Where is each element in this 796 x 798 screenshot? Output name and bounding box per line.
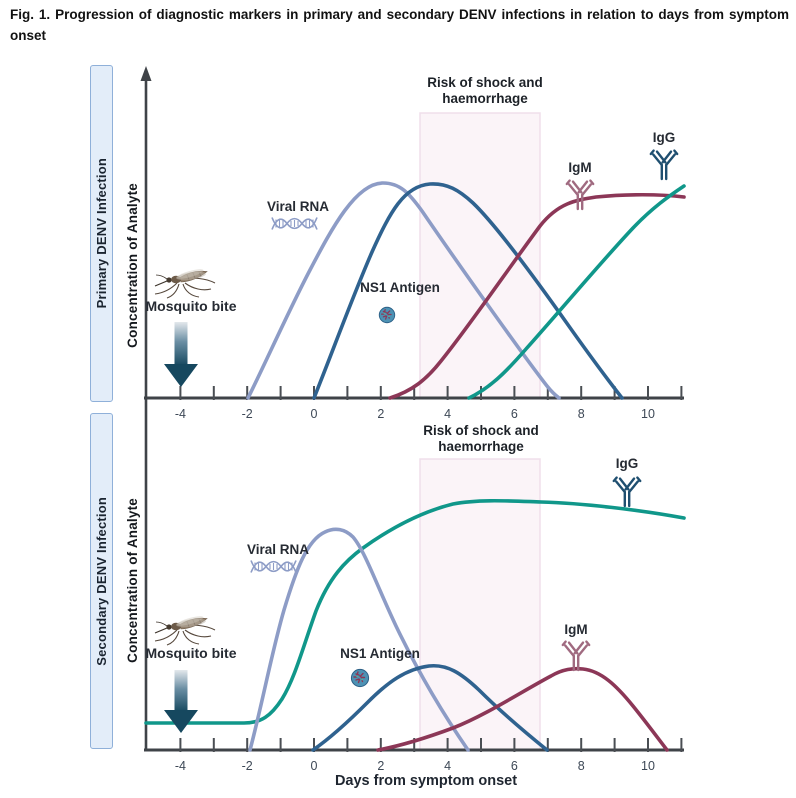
x-tick-label: -2 — [241, 407, 253, 421]
x-tick-labels-secondary: -4 -2 0 2 4 6 8 10 — [0, 759, 796, 775]
risk-label-primary: Risk of shock and haemorrhage — [427, 75, 543, 106]
panel-label-primary-text: Primary DENV Infection — [94, 158, 109, 309]
figure-title: Fig. 1. Progression of diagnostic marker… — [10, 7, 789, 43]
x-tick-label: 4 — [444, 407, 452, 421]
mosquito-bite-arrow-secondary — [164, 670, 198, 733]
dna-helix-icon-secondary — [250, 559, 297, 574]
curve-ns1-primary — [312, 182, 624, 400]
mosquito-icon-primary — [154, 266, 216, 299]
igm-antibody-icon-secondary — [561, 640, 591, 672]
curve-ns1-secondary — [311, 663, 549, 752]
x-tick-label: 6 — [510, 407, 518, 421]
x-tick-label: 0 — [310, 759, 318, 773]
ns1-label-primary: NS1 Antigen — [360, 280, 440, 295]
x-tick-label: -4 — [174, 407, 186, 421]
x-tick-label: 10 — [641, 759, 655, 773]
y-axis-label-primary: Concentration of Analyte — [120, 140, 144, 390]
igg-antibody-icon-primary — [649, 149, 679, 181]
igm-label-primary: IgM — [568, 160, 592, 175]
x-tick-label: 8 — [577, 407, 585, 421]
x-tick-labels-primary: -4 -2 0 2 4 6 8 10 — [0, 407, 796, 423]
x-tick-label: 6 — [510, 759, 518, 773]
igg-label-primary: IgG — [652, 130, 676, 145]
igm-antibody-icon-primary — [565, 179, 595, 211]
risk-label-secondary: Risk of shock and haemorrhage — [423, 423, 539, 454]
x-tick-label: 2 — [377, 407, 385, 421]
panel-label-secondary-text: Secondary DENV Infection — [94, 496, 109, 666]
virus-particle-icon-secondary — [350, 668, 370, 688]
panel-label-secondary: Secondary DENV Infection — [90, 413, 113, 749]
curve-igm-secondary — [376, 666, 669, 752]
x-tick-label: 4 — [444, 759, 452, 773]
curve-viral-rna-primary — [246, 181, 561, 400]
curve-igg-secondary — [144, 498, 686, 725]
x-tick-label: 0 — [310, 407, 318, 421]
ns1-label-secondary: NS1 Antigen — [340, 646, 420, 661]
mosquito-bite-label-secondary: Mosquito bite — [145, 645, 237, 661]
mosquito-bite-label-primary: Mosquito bite — [145, 298, 237, 314]
curve-igg-primary — [467, 184, 686, 400]
y-axis-label-secondary-text: Concentration of Analyte — [124, 497, 140, 663]
curve-viral-rna-secondary — [248, 527, 470, 752]
x-tick-label: -2 — [241, 759, 253, 773]
dna-helix-icon-primary — [271, 216, 318, 231]
virus-particle-icon-primary — [378, 306, 396, 324]
x-tick-label: 8 — [577, 759, 585, 773]
curve-igm-primary — [388, 192, 686, 400]
panel-label-primary: Primary DENV Infection — [90, 65, 113, 402]
x-tick-label: 2 — [377, 759, 385, 773]
mosquito-icon-secondary — [154, 613, 216, 646]
y-axis-label-primary-text: Concentration of Analyte — [124, 182, 140, 348]
y-axis-arrowhead-icon — [140, 66, 152, 81]
viral-rna-label-secondary: Viral RNA — [246, 542, 310, 557]
x-tick-label: 10 — [641, 407, 655, 421]
x-axis-title: Days from symptom onset — [334, 773, 518, 789]
igg-label-secondary: IgG — [615, 456, 639, 471]
igm-label-secondary: IgM — [564, 622, 588, 637]
viral-rna-label-primary: Viral RNA — [266, 199, 330, 214]
mosquito-bite-arrow-primary — [164, 322, 198, 387]
x-tick-label: -4 — [174, 759, 186, 773]
igg-antibody-icon-secondary — [612, 476, 642, 508]
